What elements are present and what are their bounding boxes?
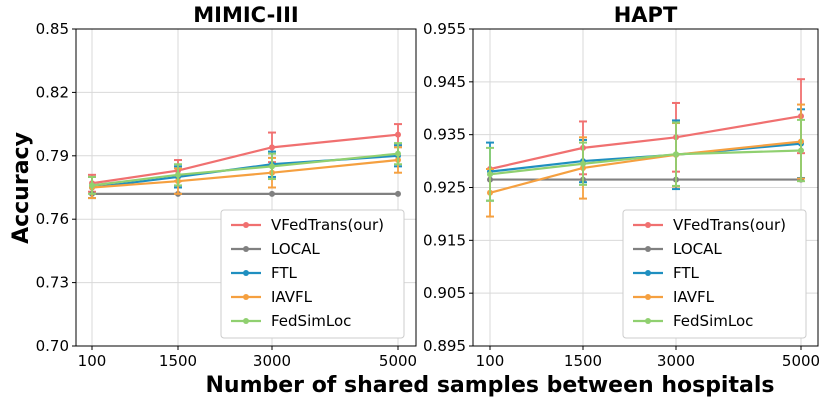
panel-mimic-iii-legend-entry-iavfl: IAVFL [231, 288, 313, 306]
panel-hapt-y-tick-label: 0.905 [423, 284, 466, 302]
panel-hapt-plot-frame [472, 28, 819, 347]
panel-mimic-iii-series-vfedtrans-our-line [91, 133, 399, 185]
panel-mimic-iii-legend-entry-ftl-label: FTL [271, 264, 298, 282]
panel-hapt: HAPT 0.895 0.905 0.915 0.925 0.935 0.945 0.955 1… [423, 3, 820, 370]
panel-mimic-iii-y-tick-label: 0.76 [36, 210, 69, 228]
panel-hapt-series-vfedtrans-our-line [489, 115, 802, 171]
panel-mimic-iii-legend-entry-vfedtrans-our-label: VFedTrans(our) [271, 216, 384, 234]
panel-hapt-series-fedsimloc-point [580, 160, 586, 167]
panel-hapt-legend-entry-fedsimloc-label: FedSimLoc [673, 312, 753, 330]
panel-mimic-iii-y-tick-label: 0.85 [36, 20, 69, 38]
panel-mimic-iii-legend-entry-iavfl-marker [243, 294, 249, 300]
panel-hapt-legend-entry-fedsimloc-marker [645, 318, 651, 324]
panel-hapt-series-fedsimloc-point [487, 171, 493, 178]
panel-mimic-iii-series-vfedtrans-our-point [269, 144, 275, 151]
panel-mimic-iii-legend-entry-ftl-marker [243, 270, 249, 276]
panel-hapt-legend-entry-local-marker [645, 246, 651, 252]
panel-hapt-legend-entry-vfedtrans-our-marker [645, 222, 651, 228]
panel-mimic-iii-series-iavfl-line [91, 158, 399, 189]
panel-hapt-legend-entry-ftl-label: FTL [673, 264, 700, 282]
panel-mimic-iii: MIMIC-III 0.70 0.73 0.76 0.79 0.82 0.85 100 1500… [36, 3, 418, 370]
panel-mimic-iii-legend-entry-local-marker [243, 246, 249, 252]
panel-hapt-y-tick-label: 0.935 [423, 126, 466, 144]
panel-mimic-iii-x-tick-label: 5000 [379, 352, 417, 370]
panel-mimic-iii-x-tick-label: 100 [78, 352, 107, 370]
panel-hapt-legend-entry-iavfl-marker [645, 294, 651, 300]
panel-mimic-iii-legend-entry-fedsimloc-marker [243, 318, 249, 324]
panel-mimic-iii-series-fedsimloc-point [175, 171, 181, 178]
panel-hapt-legend-entry-local: LOCAL [633, 240, 722, 258]
panel-mimic-iii-plot-frame [75, 28, 417, 347]
panel-mimic-iii-legend: VFedTrans(our) LOCAL FTL IAVFL FedSimLoc [220, 209, 405, 339]
panel-mimic-iii-legend-entry-fedsimloc: FedSimLoc [231, 312, 351, 330]
panel-hapt-y-tick-label: 0.955 [423, 20, 466, 38]
panel-mimic-iii-legend-entry-vfedtrans-our-marker [243, 222, 249, 228]
panel-mimic-iii-y-tick-label: 0.70 [36, 337, 69, 355]
panel-mimic-iii-series-fedsimloc-point [395, 150, 401, 157]
panel-hapt-legend-entry-ftl-marker [645, 270, 651, 276]
chart-panels: MIMIC-III 0.70 0.73 0.76 0.79 0.82 0.85 100 1500… [36, 3, 821, 370]
panel-mimic-iii-series-fedsimloc-line [91, 152, 399, 187]
panel-hapt-title: HAPT [614, 3, 678, 27]
panel-mimic-iii-legend-entry-local-label: LOCAL [271, 240, 320, 258]
panel-mimic-iii-series-vfedtrans-our-point [395, 131, 401, 138]
panel-hapt-x-tick-label: 1500 [564, 352, 602, 370]
panel-mimic-iii-y-tick-label: 0.82 [36, 83, 69, 101]
panel-mimic-iii-x-tick-label: 1500 [159, 352, 197, 370]
panel-hapt-y-tick-label: 0.925 [423, 179, 466, 197]
panel-hapt-x-tick-label: 3000 [657, 352, 695, 370]
panel-mimic-iii-series-fedsimloc [88, 142, 402, 195]
panel-mimic-iii-y-tick-label: 0.73 [36, 274, 69, 292]
panel-mimic-iii-y-tick-label: 0.79 [36, 147, 69, 165]
panel-hapt-series-iavfl-line [489, 140, 802, 194]
panel-hapt-legend-entry-iavfl-label: IAVFL [673, 288, 715, 306]
panel-hapt-x-tick-label: 100 [476, 352, 505, 370]
panel-mimic-iii-title: MIMIC-III [193, 3, 298, 27]
panel-hapt-series-fedsimloc [486, 118, 805, 202]
panel-mimic-iii-series-local-point [395, 190, 401, 197]
panel-mimic-iii-legend-entry-iavfl-label: IAVFL [271, 288, 313, 306]
x-axis-title: Number of shared samples between hospita… [206, 373, 775, 398]
panel-mimic-iii-legend-entry-fedsimloc-label: FedSimLoc [271, 312, 351, 330]
panel-hapt-x-tick-label: 5000 [782, 352, 820, 370]
panel-hapt-series-fedsimloc-point [798, 147, 804, 154]
panel-hapt-y-tick-label: 0.945 [423, 73, 466, 91]
panel-hapt-legend-entry-local-label: LOCAL [673, 240, 722, 258]
panel-hapt-legend-entry-iavfl: IAVFL [633, 288, 715, 306]
panel-hapt-series-fedsimloc-point [673, 151, 679, 158]
panel-hapt-legend: VFedTrans(our) LOCAL FTL IAVFL FedSimLoc [622, 209, 807, 339]
panel-mimic-iii-series-local-point [269, 190, 275, 197]
panel-hapt-legend-box [622, 209, 807, 339]
panel-hapt-legend-entry-ftl: FTL [633, 264, 700, 282]
panel-mimic-iii-series-fedsimloc-point [269, 163, 275, 170]
panel-mimic-iii-legend-entry-local: LOCAL [231, 240, 320, 258]
panel-hapt-y-tick-label: 0.895 [423, 337, 466, 355]
panel-hapt-series-fedsimloc-line [489, 149, 802, 176]
panel-hapt-legend-entry-fedsimloc: FedSimLoc [633, 312, 753, 330]
panel-hapt-legend-entry-vfedtrans-our: VFedTrans(our) [633, 216, 786, 234]
panel-mimic-iii-series-fedsimloc-point [89, 182, 95, 189]
y-axis-title: Accuracy [9, 132, 34, 244]
panel-mimic-iii-legend-box [220, 209, 405, 339]
panel-mimic-iii-legend-entry-ftl: FTL [231, 264, 298, 282]
panel-hapt-y-tick-label: 0.915 [423, 231, 466, 249]
panel-mimic-iii-x-tick-label: 3000 [253, 352, 291, 370]
panel-mimic-iii-legend-entry-vfedtrans-our: VFedTrans(our) [231, 216, 384, 234]
panel-hapt-legend-entry-vfedtrans-our-label: VFedTrans(our) [673, 216, 786, 234]
